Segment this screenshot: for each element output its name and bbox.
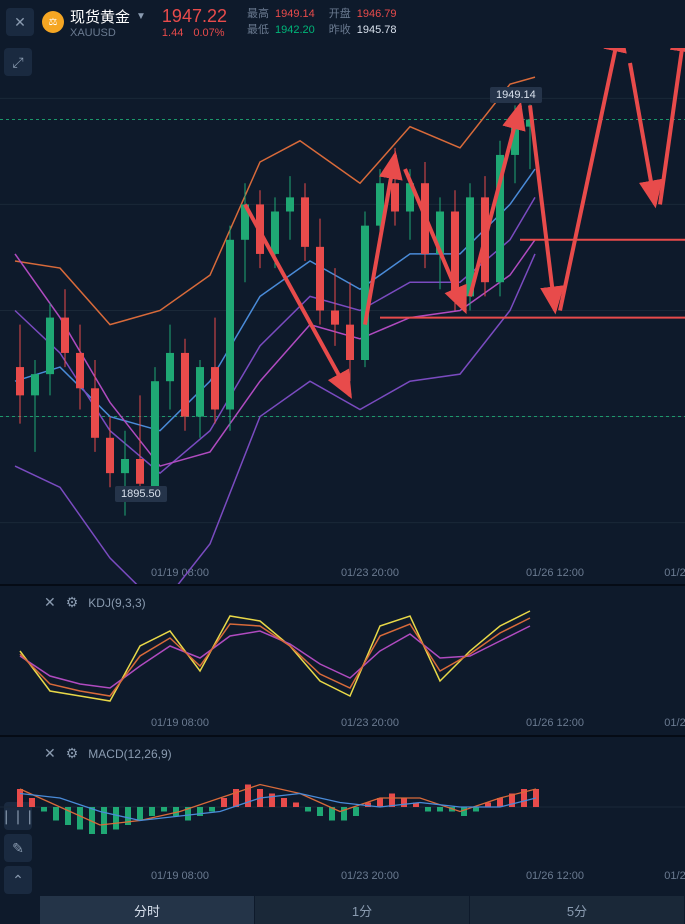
kdj-indicator-chart[interactable]: 01/19 08:00 01/23 20:00 01/26 12:00 01/2 [0, 586, 685, 736]
svg-text:01/23 20:00: 01/23 20:00 [341, 870, 399, 882]
symbol-name: 现货黄金 [70, 6, 130, 27]
macd-indicator-chart[interactable]: 01/19 08:00 01/23 20:00 01/26 12:00 01/2 [0, 737, 685, 897]
svg-text:01/23 20:00: 01/23 20:00 [341, 717, 399, 729]
svg-text:01/2: 01/2 [664, 567, 685, 579]
svg-text:01/19 08:00: 01/19 08:00 [151, 717, 209, 729]
low-price-label: 1895.50 [115, 486, 167, 502]
close-panel-button[interactable]: ✕ [6, 8, 34, 36]
svg-text:01/26 12:00: 01/26 12:00 [526, 870, 584, 882]
high-price-label: 1949.14 [490, 87, 542, 103]
ohlc-stats: 最高 1949.14 开盘 1946.79 最低 1942.20 昨收 1945… [247, 6, 397, 39]
stat-prev-close: 1945.78 [357, 22, 397, 39]
timeframe-tabs: 分时 1分 5分 [40, 896, 685, 924]
symbol-selector[interactable]: ⚖ 现货黄金 ▼ XAUUSD [42, 6, 146, 39]
svg-text:01/2: 01/2 [664, 717, 685, 729]
price-change-abs: 1.44 [162, 27, 183, 39]
chevron-down-icon: ▼ [136, 11, 146, 22]
stat-high: 1949.14 [275, 6, 315, 23]
svg-text:01/2: 01/2 [664, 870, 685, 882]
gold-icon: ⚖ [42, 11, 64, 33]
tab-5min[interactable]: 5分 [470, 896, 685, 924]
svg-text:01/23 20:00: 01/23 20:00 [341, 567, 399, 579]
price-change-pct: 0.07% [193, 27, 224, 39]
svg-text:01/26 12:00: 01/26 12:00 [526, 567, 584, 579]
svg-text:01/26 12:00: 01/26 12:00 [526, 717, 584, 729]
last-price: 1947.22 [162, 6, 227, 27]
svg-text:01/19 08:00: 01/19 08:00 [151, 567, 209, 579]
tab-tick[interactable]: 分时 [40, 896, 255, 924]
main-candlestick-chart[interactable]: 01/19 08:00 01/23 20:00 01/26 12:00 01/2 [0, 48, 685, 584]
stat-open: 1946.79 [357, 6, 397, 23]
tab-1min[interactable]: 1分 [255, 896, 470, 924]
svg-text:01/19 08:00: 01/19 08:00 [151, 870, 209, 882]
stat-low: 1942.20 [275, 22, 315, 39]
price-block: 1947.22 1.44 0.07% [162, 6, 227, 39]
chart-header: ✕ ⚖ 现货黄金 ▼ XAUUSD 1947.22 1.44 0.07% 最高 … [0, 0, 685, 44]
symbol-ticker: XAUUSD [70, 27, 146, 39]
